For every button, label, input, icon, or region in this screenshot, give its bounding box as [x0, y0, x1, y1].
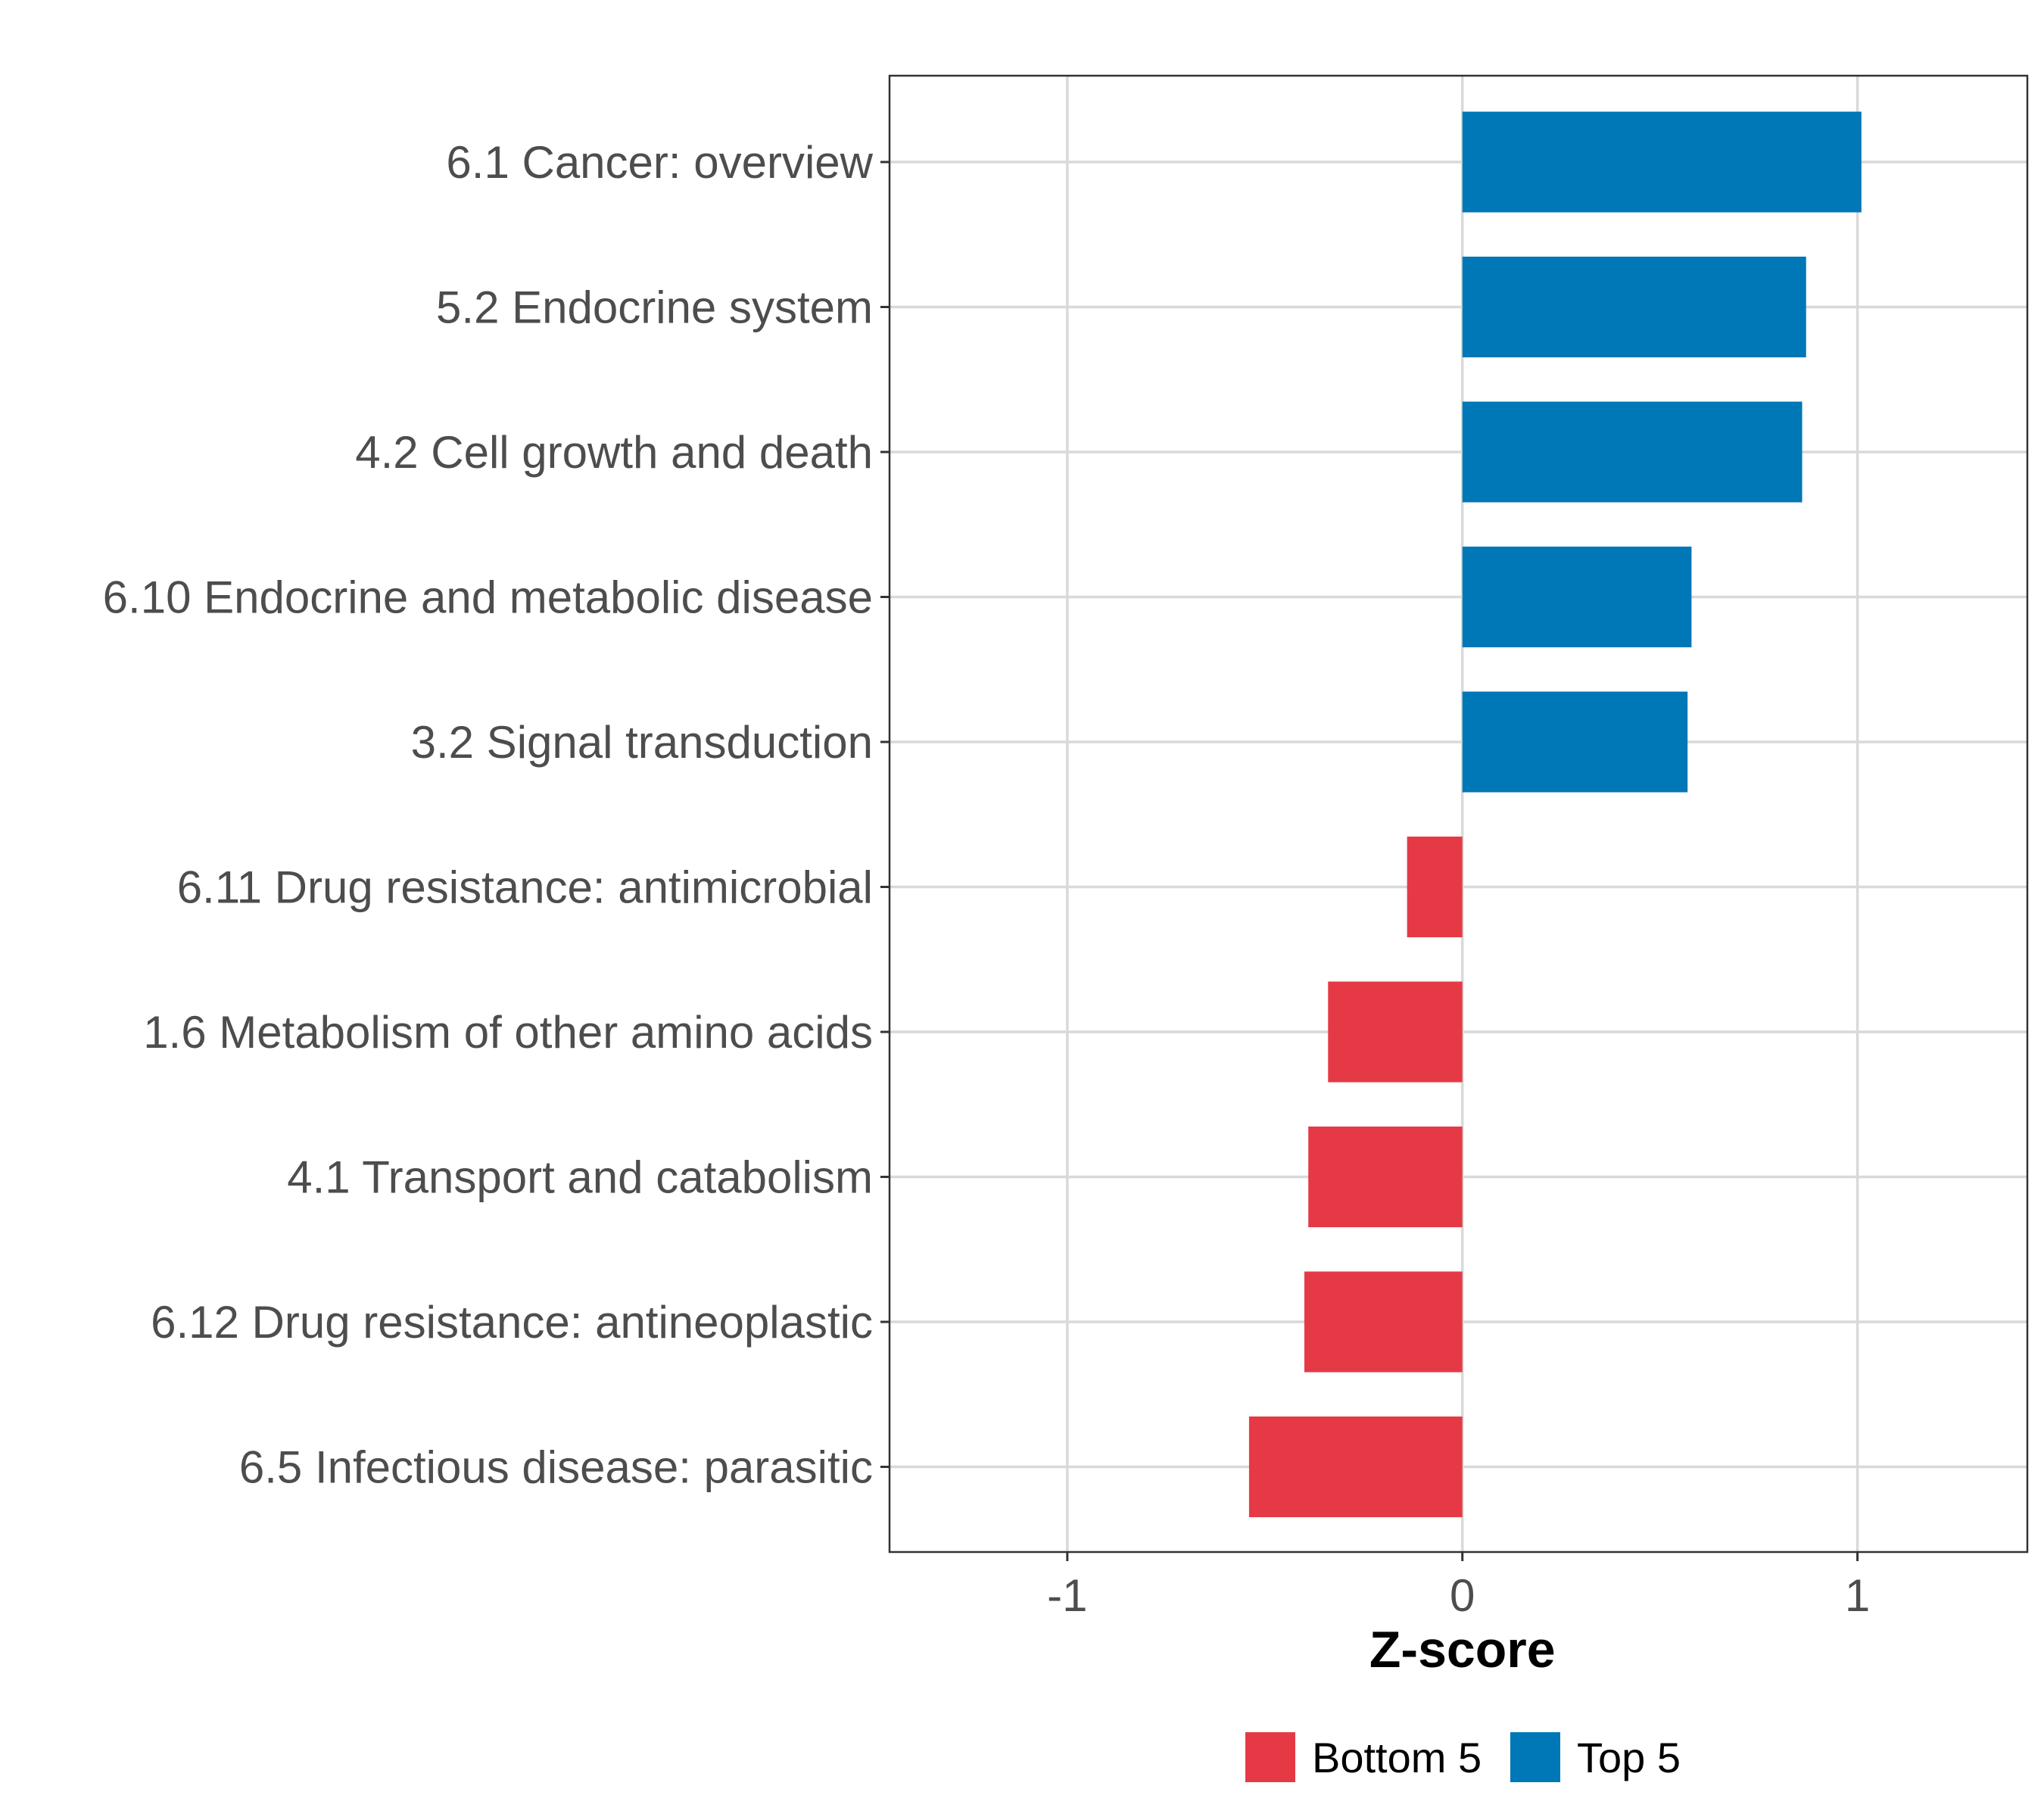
legend: Bottom 5 Top 5: [1245, 1732, 1681, 1782]
y-tick-label: 6.11 Drug resistance: antimicrobial: [177, 862, 873, 913]
legend-label: Top 5: [1577, 1734, 1681, 1781]
bar: [1328, 981, 1463, 1083]
legend-item: Top 5: [1510, 1732, 1681, 1782]
y-tick-label: 3.2 Signal transduction: [411, 717, 873, 768]
y-tick-label: 6.1 Cancer: overview: [446, 137, 873, 188]
y-tick-label: 6.12 Drug resistance: antineoplastic: [151, 1297, 873, 1348]
legend-swatch: [1245, 1732, 1295, 1782]
y-tick-label: 4.2 Cell growth and death: [355, 427, 873, 478]
bar: [1304, 1271, 1463, 1373]
bar: [1462, 401, 1803, 503]
legend-label: Bottom 5: [1312, 1734, 1482, 1781]
bar: [1462, 111, 1862, 213]
bars: [1248, 111, 1862, 1517]
plot-frame: [888, 74, 2029, 1554]
y-axis: 6.1 Cancer: overview 5.2 Endocrine system…: [103, 137, 890, 1493]
bar: [1462, 257, 1806, 357]
y-tick-label: 1.6 Metabolism of other amino acids: [143, 1007, 873, 1058]
bar: [1462, 691, 1688, 793]
bar: [1308, 1127, 1463, 1227]
y-tick-label: 6.10 Endocrine and metabolic disease: [103, 572, 873, 623]
y-tick-label: 6.5 Infectious disease: parasitic: [239, 1442, 873, 1493]
legend-item: Bottom 5: [1245, 1732, 1482, 1782]
x-tick-label: 0: [1450, 1570, 1475, 1621]
legend-swatch: [1510, 1732, 1560, 1782]
x-tick-label: 1: [1845, 1570, 1870, 1621]
bar: [1248, 1417, 1463, 1517]
y-tick-label: 4.1 Transport and catabolism: [287, 1152, 873, 1203]
x-axis: -1 0 1: [1047, 1552, 1870, 1621]
bar: [1462, 547, 1692, 647]
bar: [1407, 837, 1463, 937]
y-tick-label: 5.2 Endocrine system: [436, 282, 873, 333]
x-axis-title: Z-score: [1369, 1621, 1556, 1678]
x-tick-label: -1: [1047, 1570, 1087, 1621]
